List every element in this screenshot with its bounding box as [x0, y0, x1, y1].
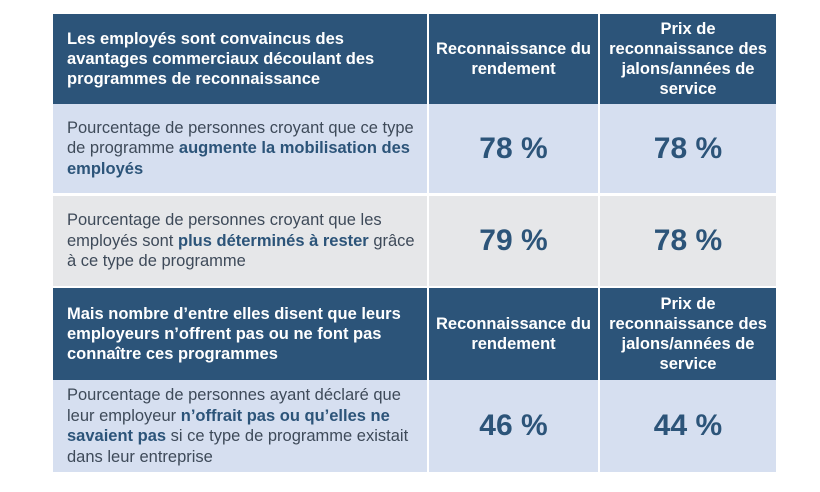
header-service-award: Prix de reconnaissance des jalons/années…	[598, 288, 776, 380]
row-text: Pourcentage de personnes ayant déclaré q…	[67, 386, 401, 425]
table-employee-beliefs: Les employés sont convaincus des avantag…	[53, 14, 776, 286]
table-row: Pourcentage de personnes croyant que ce …	[53, 104, 776, 193]
value-service: 44 %	[598, 380, 776, 472]
table-employer-awareness: Mais nombre d’entre elles disent que leu…	[53, 288, 776, 472]
header-description: Les employés sont convaincus des avantag…	[67, 30, 375, 88]
header-performance-recognition: Reconnaissance du rendement	[427, 288, 598, 380]
value-performance: 46 %	[427, 380, 598, 472]
row-description: Pourcentage de personnes croyant que ce …	[53, 104, 427, 193]
header-description: Mais nombre d’entre elles disent que leu…	[67, 305, 401, 363]
row-text-after: grâce à ce type de programme	[67, 231, 415, 271]
row-emphasis: n’offrait pas ou qu’elles ne savaient pa…	[67, 406, 390, 446]
value-service: 78 %	[598, 196, 776, 286]
row-divider	[53, 193, 776, 196]
row-emphasis: plus déterminés à rester	[177, 231, 369, 250]
value-performance: 78 %	[427, 104, 598, 193]
header-performance-recognition: Reconnaissance du rendement	[427, 14, 598, 104]
value-service: 78 %	[598, 104, 776, 193]
table-row: Pourcentage de personnes ayant déclaré q…	[53, 380, 776, 472]
row-description: Pourcentage de personnes croyant que les…	[53, 196, 427, 286]
value-performance: 79 %	[427, 196, 598, 286]
table-header-row: Les employés sont convaincus des avantag…	[53, 14, 776, 104]
row-text: Pourcentage de personnes croyant que les…	[67, 211, 382, 250]
table-row: Pourcentage de personnes croyant que les…	[53, 196, 776, 286]
row-text: Pourcentage de personnes croyant que ce …	[67, 118, 414, 158]
row-text-after: si ce type de programme existait dans le…	[67, 427, 409, 466]
row-emphasis: augmente la mobilisation des employés	[67, 139, 410, 178]
table-header-row: Mais nombre d’entre elles disent que leu…	[53, 288, 776, 380]
header-service-award: Prix de reconnaissance des jalons/années…	[598, 14, 776, 104]
row-description: Pourcentage de personnes ayant déclaré q…	[53, 380, 427, 472]
